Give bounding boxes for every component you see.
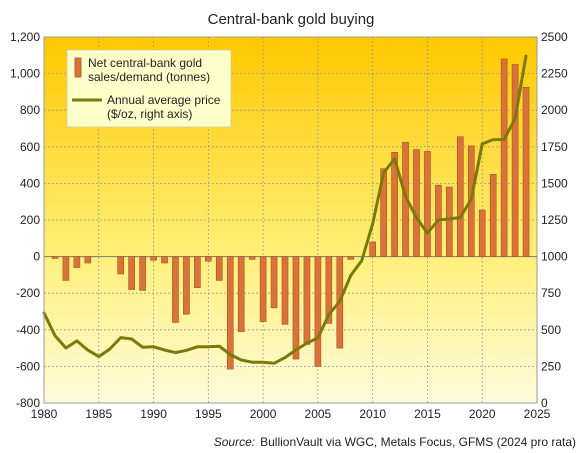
bar-2011	[380, 168, 387, 257]
bar-2014	[413, 149, 420, 257]
y-left-tick-label: 1,000	[10, 67, 40, 81]
bar-2020	[478, 209, 486, 257]
bar-2023	[511, 64, 519, 257]
bar-2008	[347, 256, 355, 260]
bar-2017	[446, 186, 453, 257]
price-line	[42, 54, 528, 365]
bar-1994	[194, 256, 201, 289]
y-right-tick-label: 0	[541, 396, 548, 410]
x-tick-label: 2010	[359, 407, 386, 421]
x-tick-label: 1985	[85, 407, 112, 421]
bar-1988	[128, 256, 135, 290]
y-left-tick-label: -600	[16, 359, 40, 373]
legend-line-label-line1: Annual average price	[107, 93, 221, 107]
bar-1996	[215, 256, 223, 281]
bar-1981	[51, 256, 59, 259]
bar-1995	[205, 256, 212, 262]
bar-1984	[84, 256, 92, 264]
plot-border	[43, 36, 538, 404]
y-left-tick-label: 0	[33, 250, 40, 264]
bar-2003	[292, 256, 300, 360]
legend: Net central-bank gold sales/demand (tonn…	[66, 49, 232, 128]
y-left-tick-label: -800	[16, 396, 40, 410]
y-right-tick-label: 500	[541, 323, 561, 337]
y-left-tick-label: 800	[20, 103, 40, 117]
bar-2004	[303, 256, 311, 345]
y-right-tick-label: 750	[541, 286, 561, 300]
bar-1982	[62, 256, 70, 281]
legend-box	[66, 49, 232, 128]
bar-1990	[150, 256, 157, 261]
y-left-tick-label: 400	[20, 176, 40, 190]
x-tick-label: 2005	[305, 407, 332, 421]
y-right-tick-label: 1000	[541, 250, 568, 264]
y-left-tick-label: 600	[20, 140, 40, 154]
bar-2006	[325, 256, 333, 324]
bar-2021	[489, 173, 497, 257]
source-label: Source:	[214, 435, 255, 449]
bar-1998	[237, 256, 245, 332]
legend-bar-label-line2: sales/demand (tonnes)	[88, 70, 210, 84]
bar-2005	[314, 256, 322, 367]
source-note: Source: BullionVault via WGC, Metals Focu…	[214, 435, 576, 449]
x-tick-label: 1990	[140, 407, 167, 421]
y-left-tick-label: 1,200	[10, 30, 40, 44]
bar-1991	[161, 256, 168, 264]
legend-line-label-line2: ($/oz, right axis)	[107, 107, 192, 121]
bar-1999	[248, 256, 256, 260]
bar-1993	[183, 256, 190, 315]
bar-2024	[522, 87, 530, 257]
bar-2012	[391, 151, 398, 257]
bar-2001	[270, 256, 278, 309]
x-tick-label: 2015	[414, 407, 441, 421]
legend-bar-swatch	[74, 57, 82, 78]
bar-2015	[424, 151, 431, 257]
legend-bar-label-line1: Net central-bank gold	[88, 56, 202, 70]
x-tick-label: 2000	[250, 407, 277, 421]
y-right-tick-label: 2500	[541, 30, 568, 44]
axes: -800 -600 -400 -200 0 200 400 600 800 1,000 1,200 0…	[10, 30, 568, 421]
x-tick-label: 2020	[469, 407, 496, 421]
bar-2018	[456, 136, 464, 257]
bar-2002	[281, 256, 289, 325]
bar-2000	[259, 256, 267, 322]
bar-1983	[73, 256, 81, 268]
price-line-series	[42, 54, 528, 365]
y-left-tick-label: 200	[20, 213, 40, 227]
y-right-tick-label: 2000	[541, 103, 568, 117]
bar-1989	[139, 256, 146, 291]
y-left-tick-label: -200	[16, 286, 40, 300]
bar-2010	[369, 241, 376, 257]
bar-2022	[500, 58, 508, 257]
y-right-tick-label: 1500	[541, 176, 568, 190]
x-tick-label: 2025	[524, 407, 551, 421]
y-right-tick-label: 2250	[541, 67, 568, 81]
y-right-tick-label: 1250	[541, 213, 568, 227]
y-right-tick-label: 250	[541, 359, 561, 373]
bar-1987	[117, 256, 125, 275]
chart-title: Central-bank gold buying	[208, 11, 375, 28]
bar-1997	[226, 256, 234, 370]
source-text: BullionVault via WGC, Metals Focus, GFMS…	[260, 435, 576, 449]
x-tick-label: 1995	[195, 407, 222, 421]
y-left-tick-label: -400	[16, 323, 40, 337]
y-right-tick-label: 1750	[541, 140, 568, 154]
bar-1992	[172, 256, 179, 323]
x-tick-label: 1980	[31, 407, 58, 421]
